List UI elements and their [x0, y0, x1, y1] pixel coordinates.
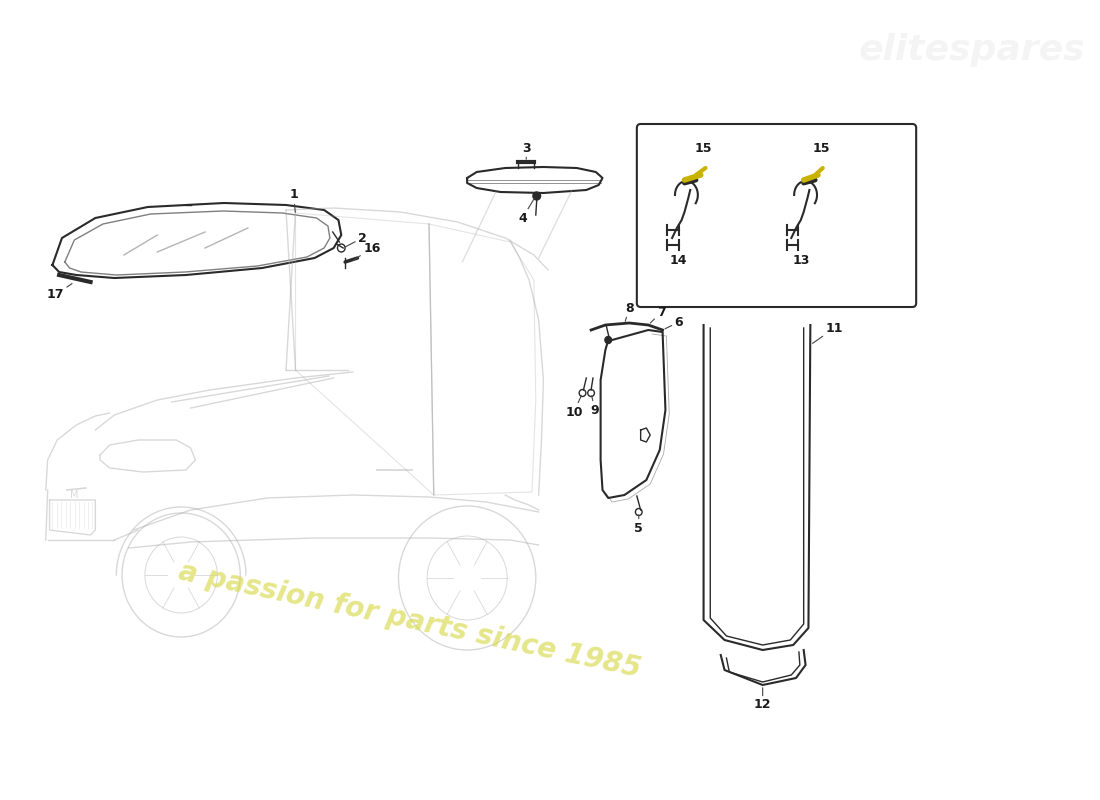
Text: M: M [70, 490, 78, 500]
Text: 15: 15 [813, 142, 830, 154]
FancyBboxPatch shape [637, 124, 916, 307]
Text: a passion for parts since 1985: a passion for parts since 1985 [176, 558, 644, 682]
Text: 9: 9 [591, 396, 600, 417]
Text: 8: 8 [625, 302, 634, 322]
Text: 6: 6 [666, 315, 683, 329]
Text: 14: 14 [670, 254, 688, 266]
Text: 12: 12 [754, 688, 771, 711]
Text: 13: 13 [792, 254, 810, 266]
Circle shape [532, 192, 540, 200]
Text: elitespares: elitespares [859, 33, 1086, 67]
Text: 4: 4 [518, 198, 535, 225]
Text: 15: 15 [695, 142, 713, 154]
Text: 10: 10 [565, 395, 583, 418]
Text: 11: 11 [813, 322, 843, 343]
Text: 1: 1 [289, 189, 298, 212]
Circle shape [605, 337, 612, 343]
Text: 2: 2 [345, 231, 366, 246]
Text: 16: 16 [353, 242, 381, 261]
Text: 7: 7 [650, 306, 666, 323]
Text: 5: 5 [635, 514, 643, 534]
Text: 17: 17 [46, 283, 73, 302]
Text: 3: 3 [521, 142, 530, 159]
